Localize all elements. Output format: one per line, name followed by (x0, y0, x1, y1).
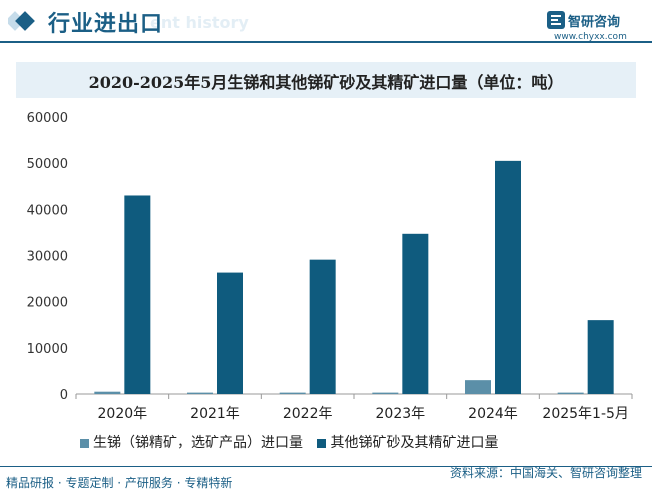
x-tick-label: 2025年1-5月 (542, 406, 629, 422)
y-tick-label: 30000 (27, 250, 68, 265)
legend-label-series-b: 其他锑矿砂及其精矿进口量 (330, 435, 499, 451)
bar-series-b (402, 233, 429, 394)
bar-series-b (309, 259, 336, 394)
chart-title-band: 2020-2025年5月生锑和其他锑矿砂及其精矿进口量（单位：吨） (16, 62, 636, 98)
header-rule (0, 41, 652, 43)
y-tick-label: 40000 (27, 203, 68, 218)
bar-chart: 0 10000 20000 30000 40000 50000 60000 2020年 2021… (27, 111, 633, 422)
bar-series-b (124, 195, 151, 394)
y-tick-label: 60000 (27, 111, 68, 126)
footer-services: 精品研报 · 专题定制 · 产研服务 · 专精特新 (6, 476, 233, 490)
footer-rule (0, 466, 652, 467)
x-tick-label: 2022年 (283, 406, 333, 422)
page-header: ent history 行业进出口 智研咨询 www.chyxx.com (0, 0, 652, 46)
x-tick-label: 2024年 (468, 406, 518, 422)
bar-series-b (495, 160, 521, 394)
x-tick-label: 2023年 (376, 406, 426, 422)
y-tick-label: 0 (60, 388, 68, 403)
chart-legend: 生锑（锑精矿，选矿产品）进口量 其他锑矿砂及其精矿进口量 (80, 432, 508, 452)
bar-series-a (372, 392, 399, 394)
legend-item-series-b: 其他锑矿砂及其精矿进口量 (317, 432, 498, 452)
legend-swatch-series-a (80, 438, 89, 448)
logo-name: 智研咨询 (568, 15, 621, 30)
chart-title: 2020-2025年5月生锑和其他锑矿砂及其精矿进口量（单位：吨） (88, 73, 564, 92)
y-tick-label: 50000 (27, 157, 68, 172)
legend-label-series-a: 生锑（锑精矿，选矿产品）进口量 (93, 435, 303, 451)
bar-series-a (465, 380, 491, 394)
y-tick-label: 20000 (27, 296, 68, 311)
bar-series-b (587, 320, 614, 394)
brand-logo: 智研咨询 www.chyxx.com (546, 10, 636, 44)
bar-series-a (557, 392, 584, 394)
bar-series-a (94, 391, 121, 394)
legend-item-series-a: 生锑（锑精矿，选矿产品）进口量 (80, 432, 303, 452)
section-title: 行业进出口 (48, 12, 164, 37)
bar-series-a (187, 392, 213, 394)
y-tick-label: 10000 (27, 342, 68, 357)
x-tick-label: 2021年 (190, 406, 240, 422)
header-ghost-text: ent history (150, 13, 249, 32)
logo-url: www.chyxx.com (554, 32, 627, 42)
bar-series-a (279, 392, 306, 394)
header-mark-icon (8, 11, 35, 31)
footer-source: 资料来源：中国海关、智研咨询整理 (449, 466, 642, 480)
x-tick-label: 2020年 (98, 406, 148, 422)
logo-icon (547, 11, 565, 29)
legend-swatch-series-b (317, 438, 327, 448)
bar-series-b (217, 272, 243, 394)
